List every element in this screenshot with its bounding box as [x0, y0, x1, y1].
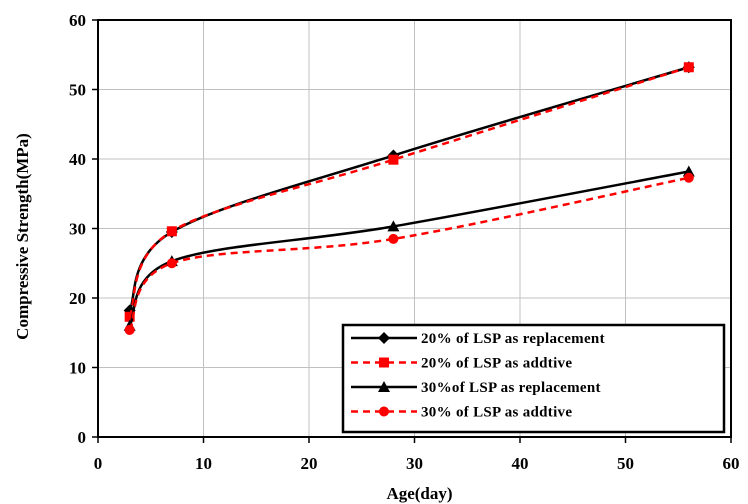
- data-point-circle: [683, 172, 694, 183]
- y-tick-label: 40: [69, 150, 86, 169]
- y-tick-label: 0: [78, 428, 87, 447]
- legend-swatch-marker: [378, 381, 390, 392]
- x-tick-label: 50: [617, 454, 634, 473]
- legend: 20% of LSP as replacement 20% of LSP as a…: [341, 323, 726, 434]
- series-line: [128, 170, 690, 327]
- y-tick-label: 20: [69, 289, 86, 308]
- data-point-square: [124, 311, 135, 322]
- legend-label: 20% of LSP as addtive: [421, 356, 572, 372]
- data-point-square: [166, 226, 177, 237]
- x-tick-label: 60: [723, 454, 740, 473]
- legend-label: 30%of LSP as replacement: [421, 380, 601, 396]
- y-tick-label: 60: [69, 11, 86, 30]
- y-tick-labels: 0 10 20 30 40 50 60: [69, 11, 86, 447]
- x-tick-labels: 0 10 20 30 40 50 60: [94, 454, 740, 473]
- data-point-circle: [124, 324, 135, 335]
- series-line: [128, 176, 690, 331]
- legend-swatch-marker: [379, 406, 389, 417]
- series-line: [128, 66, 690, 312]
- legend-swatch-marker: [378, 332, 390, 344]
- x-tick-label: 40: [512, 454, 529, 473]
- legend-label: 20% of LSP as replacement: [421, 331, 605, 347]
- y-tick-label: 10: [69, 359, 86, 378]
- legend-swatch-marker: [379, 357, 389, 368]
- x-tick-label: 30: [406, 454, 423, 473]
- series-3: [123, 165, 695, 331]
- x-tick-label: 20: [301, 454, 318, 473]
- legend-box: [341, 323, 726, 434]
- data-point-triangle: [682, 165, 695, 177]
- legend-label: 30% of LSP as addtive: [421, 405, 572, 421]
- x-tick-label: 10: [195, 454, 212, 473]
- y-tick-label: 50: [69, 81, 86, 100]
- series-group: [123, 61, 695, 335]
- x-axis-title: Age(day): [386, 484, 452, 503]
- data-point-circle: [166, 258, 177, 269]
- y-tick-label: 30: [69, 220, 86, 239]
- y-axis-title: Compressive Strength(MPa): [13, 133, 32, 340]
- data-point-square: [388, 154, 399, 165]
- data-point-triangle: [387, 220, 400, 232]
- series-2: [124, 62, 694, 322]
- data-point-square: [683, 62, 694, 73]
- data-point-circle: [388, 233, 399, 244]
- axis-ticks: [92, 19, 732, 443]
- x-tick-label: 0: [94, 454, 103, 473]
- series-4: [124, 172, 694, 335]
- series-line: [128, 66, 690, 318]
- series-1: [123, 61, 695, 317]
